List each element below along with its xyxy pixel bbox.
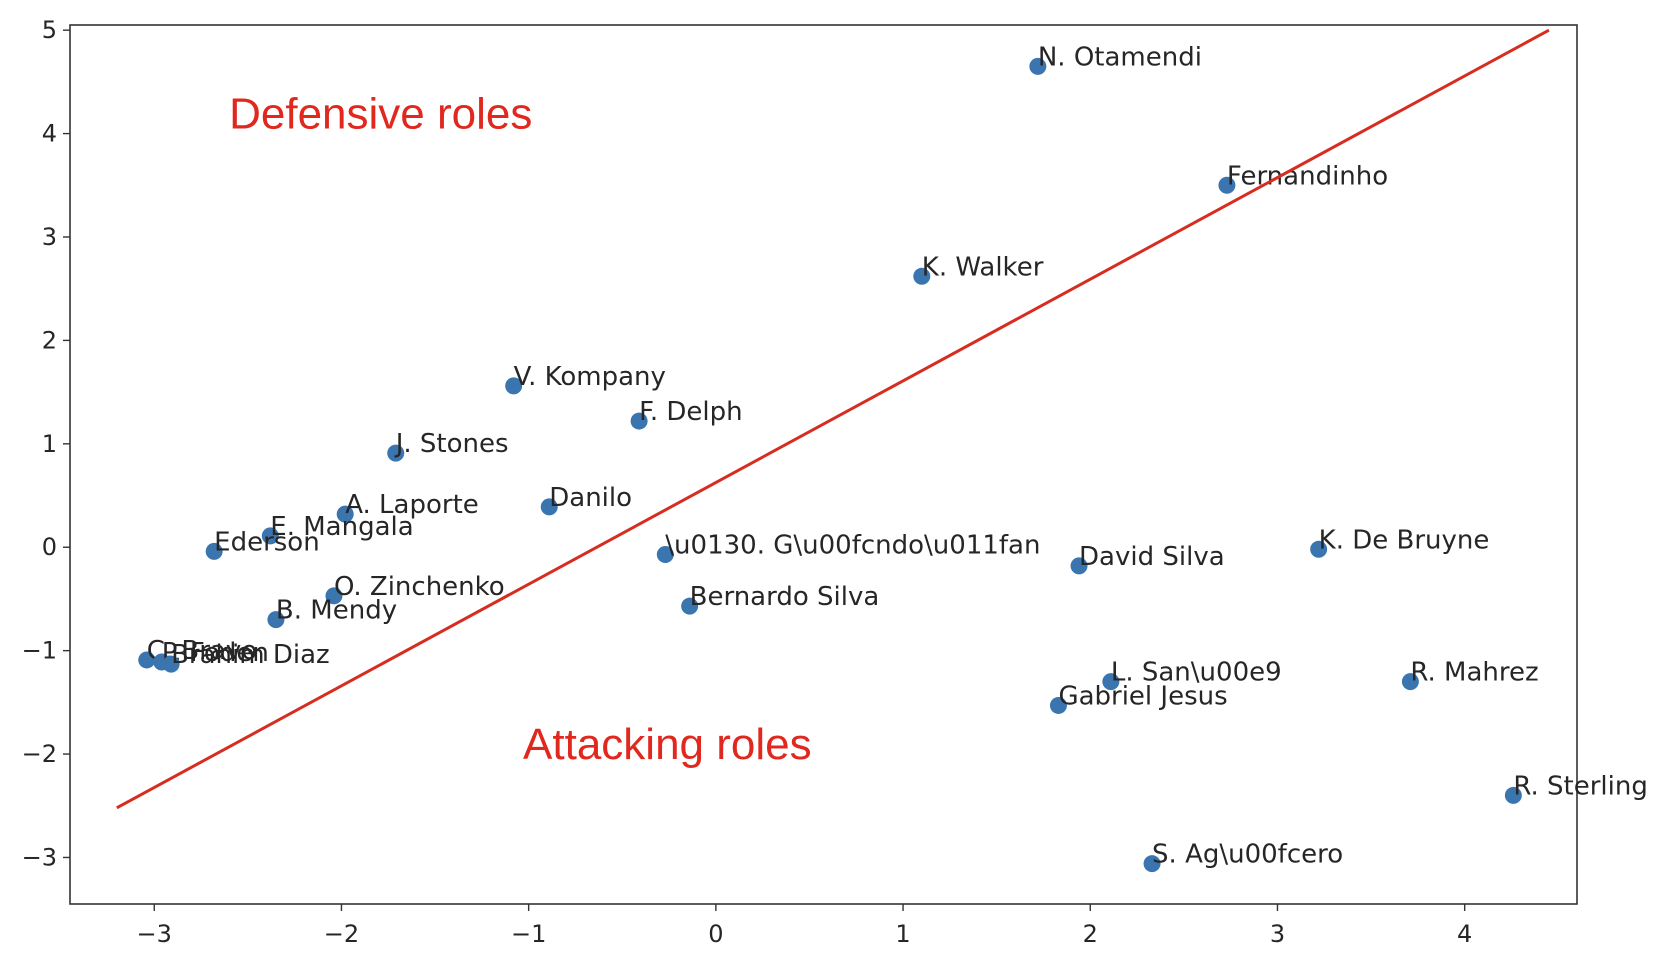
x-tick-label: −1 — [511, 920, 546, 948]
point-label: O. Zinchenko — [334, 572, 505, 602]
data-point — [162, 655, 180, 673]
point-label: A. Laporte — [345, 490, 479, 520]
data-point — [1218, 176, 1236, 194]
data-point — [267, 611, 285, 629]
point-label: J. Stones — [394, 429, 509, 459]
y-axis: −3 −2 −1 0 1 2 3 4 5 — [22, 16, 70, 871]
point-label: K. De Bruyne — [1319, 525, 1490, 555]
point-label: F. Delph — [639, 397, 743, 427]
y-tick-label: 4 — [42, 120, 57, 148]
x-tick-label: −3 — [137, 920, 172, 948]
point-label: Fernandinho — [1227, 161, 1388, 191]
data-point — [913, 267, 931, 285]
point-label: David Silva — [1079, 542, 1225, 572]
region-label: Attacking roles — [523, 720, 812, 769]
x-axis: −3 −2 −1 0 1 2 3 4 — [137, 904, 1472, 948]
y-tick-label: 2 — [42, 326, 57, 354]
x-tick-label: −2 — [324, 920, 359, 948]
y-tick-label: −2 — [22, 740, 57, 768]
data-point — [656, 545, 674, 563]
region-label: Defensive roles — [229, 89, 532, 138]
point-label: P. Foden — [162, 638, 269, 668]
data-point — [505, 377, 523, 395]
y-tick-label: −3 — [22, 843, 57, 871]
divider-line — [116, 28, 1550, 810]
data-point — [1102, 673, 1120, 691]
data-points: N. Otamendi Fernandinho K. Walker V. Kompan… — [138, 42, 1648, 873]
y-tick-label: 3 — [42, 223, 57, 251]
point-label: E. Mangala — [270, 512, 413, 542]
data-point — [1504, 786, 1522, 804]
y-tick-label: 0 — [42, 533, 57, 561]
data-point — [540, 498, 558, 516]
data-point — [138, 651, 156, 669]
x-tick-label: 1 — [895, 920, 910, 948]
x-tick-label: 4 — [1457, 920, 1472, 948]
point-label: R. Sterling — [1513, 771, 1647, 801]
x-tick-label: 0 — [708, 920, 723, 948]
divider-line-group — [116, 28, 1550, 810]
point-label: N. Otamendi — [1038, 42, 1202, 72]
data-point — [1029, 57, 1047, 75]
data-point — [1401, 673, 1419, 691]
point-label: Ederson — [214, 527, 320, 557]
data-point — [1070, 557, 1088, 575]
data-point — [681, 597, 699, 615]
y-tick-label: 1 — [42, 430, 57, 458]
data-point — [336, 505, 354, 523]
x-tick-label: 3 — [1270, 920, 1285, 948]
point-label: S. Ag\u00fcero — [1152, 840, 1343, 870]
point-label: Bernardo Silva — [690, 582, 880, 612]
point-label: L. San\u00e9 — [1111, 658, 1282, 688]
data-point — [205, 542, 223, 560]
data-point — [325, 587, 343, 605]
data-point — [387, 444, 405, 462]
data-point — [261, 527, 279, 545]
point-label: Brahim Diaz — [171, 640, 330, 670]
region-annotations: Defensive roles Attacking roles — [229, 89, 811, 769]
data-point — [1049, 696, 1067, 714]
y-tick-label: 5 — [42, 16, 57, 44]
data-point — [1143, 855, 1161, 873]
point-label: K. Walker — [922, 252, 1044, 282]
y-tick-label: −1 — [22, 637, 57, 665]
point-label: V. Kompany — [514, 362, 666, 392]
data-point — [630, 412, 648, 430]
point-label: B. Mendy — [276, 596, 397, 626]
plot-area — [69, 24, 1578, 905]
point-label: \u0130. G\u00fcndo\u011fan — [665, 530, 1040, 560]
x-tick-label: 2 — [1083, 920, 1098, 948]
point-label: Danilo — [549, 483, 632, 513]
point-label: R. Mahrez — [1410, 658, 1538, 688]
point-label: Gabriel Jesus — [1058, 681, 1227, 711]
data-point — [1310, 540, 1328, 558]
